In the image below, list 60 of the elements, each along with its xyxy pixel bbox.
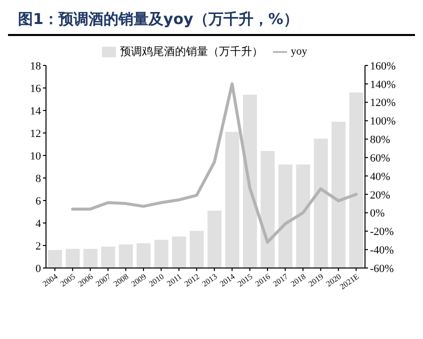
bar (349, 92, 364, 268)
y-tick-label: 12 (30, 128, 41, 140)
bar (83, 248, 98, 268)
x-tick-label: 2007 (94, 272, 112, 288)
y-tick-label: 4 (36, 218, 42, 230)
y2-tick-label: 80% (370, 134, 390, 146)
bar (118, 244, 133, 268)
x-tick-label: 2008 (112, 272, 130, 288)
x-tick-label: 2009 (130, 272, 148, 288)
x-tick-label: 2011 (165, 272, 184, 288)
y-tick-label: 18 (30, 60, 42, 72)
x-tick-label: 2018 (289, 272, 308, 288)
y2-tick-label: -40% (370, 244, 394, 256)
x-tick-label: 2004 (41, 272, 60, 288)
bar (136, 243, 151, 268)
bar (332, 122, 346, 268)
bar (296, 164, 310, 268)
bar (154, 240, 168, 268)
y2-tick-label: 120% (370, 97, 396, 110)
x-tick-label: 2005 (58, 272, 77, 288)
bar (208, 210, 222, 268)
bar (101, 246, 116, 268)
legend-label: yoy (290, 46, 308, 58)
y2-tick-label: 20% (370, 189, 390, 202)
y2-tick-label: 40% (370, 170, 390, 183)
legend-label: 预调鸡尾酒的销量（万千升） (120, 46, 263, 58)
bar (48, 250, 62, 268)
y2-tick-label: 140% (370, 78, 396, 91)
x-tick-label: 2017 (271, 272, 290, 288)
bar (242, 94, 257, 268)
bar (278, 164, 292, 268)
bar (190, 230, 204, 268)
y-tick-label: 8 (36, 172, 42, 185)
x-tick-label: 2019 (306, 272, 326, 288)
x-tick-label: 2012 (182, 272, 202, 288)
y-tick-label: 16 (30, 82, 42, 95)
x-tick-label: 2013 (200, 272, 219, 288)
bar (172, 236, 186, 268)
x-tick-label: 2006 (76, 272, 95, 288)
y2-tick-label: -20% (370, 226, 394, 238)
y-tick-label: 2 (36, 240, 41, 252)
bar (225, 132, 240, 268)
line-series (71, 82, 358, 244)
y-tick-label: 6 (36, 195, 42, 208)
y-tick-label: 10 (30, 150, 42, 162)
x-tick-label: 2015 (236, 272, 254, 288)
y2-tick-label: 160% (370, 60, 396, 72)
bar (260, 150, 275, 268)
x-tick-label: 2016 (254, 272, 272, 288)
y-tick-label: 0 (36, 262, 42, 275)
chart-title: 图1：预调酒的销量及yoy（万千升，%） (8, 8, 415, 36)
y2-tick-label: -60% (370, 262, 394, 275)
y2-tick-label: 60% (370, 152, 390, 164)
x-tick-label: 2010 (147, 272, 166, 288)
y2-tick-label: 100% (370, 116, 396, 128)
y-tick-label: 14 (30, 105, 42, 118)
bar (314, 138, 328, 268)
bar (66, 248, 80, 268)
y2-tick-label: 0% (370, 208, 385, 220)
x-tick-label: 2014 (218, 272, 236, 288)
